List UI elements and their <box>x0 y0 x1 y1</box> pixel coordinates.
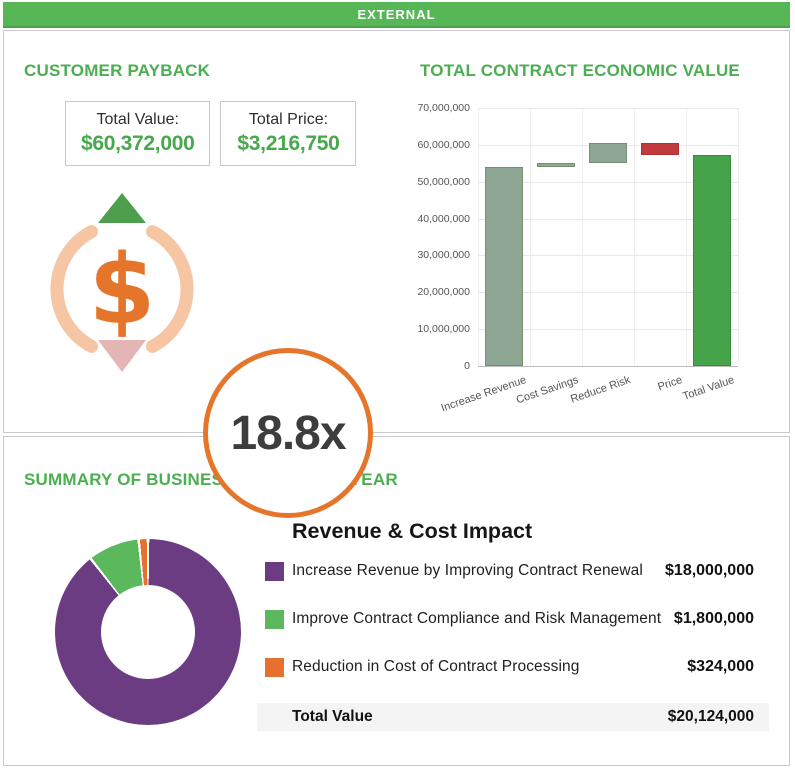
gridline-horizontal <box>478 329 738 331</box>
donut-hole <box>101 585 195 679</box>
header-bar: EXTERNAL <box>3 2 790 28</box>
dollar-icon: $ <box>89 234 156 346</box>
total-value-stat: Total Value: $60,372,000 <box>65 101 211 166</box>
y-axis-tick-label: 40,000,000 <box>417 212 470 225</box>
total-row-value: $20,124,000 <box>667 708 754 725</box>
waterfall-bar-price <box>641 143 679 156</box>
y-axis-tick-label: 20,000,000 <box>417 286 470 299</box>
waterfall-bar-reduce-risk <box>589 143 627 164</box>
payback-cycle-icon: $ <box>50 193 194 372</box>
total-price-label: Total Price: <box>248 111 329 128</box>
cycle-arc-right-icon <box>146 225 194 353</box>
economic-value-title: TOTAL CONTRACT ECONOMIC VALUE <box>420 61 740 80</box>
gridline-vertical <box>530 108 531 366</box>
arrow-up-icon <box>98 193 146 223</box>
gridline-vertical <box>478 108 479 366</box>
gridline-vertical <box>634 108 635 366</box>
legend-value: $1,800,000 <box>673 610 754 627</box>
waterfall-chart: 0 10,000,000 20,000,000 30,000,000 40,000,00… <box>414 101 789 431</box>
cycle-arc-left-icon <box>50 225 98 353</box>
legend-label: Improve Contract Compliance and Risk Man… <box>292 610 662 627</box>
customer-payback-title: CUSTOMER PAYBACK <box>24 61 211 80</box>
top-card: CUSTOMER PAYBACK Total Value: $60,372,00… <box>3 30 790 518</box>
multiplier-badge: 18.8x <box>203 348 373 518</box>
gridline-vertical <box>738 108 739 366</box>
y-axis-tick-label: 30,000,000 <box>417 249 470 262</box>
waterfall-bar-total-value <box>693 155 731 366</box>
y-axis-tick-label: 0 <box>464 360 470 372</box>
orange-swatch-icon <box>265 657 284 677</box>
waterfall-bar-increase-revenue <box>485 166 523 366</box>
purple-swatch-icon <box>265 561 284 581</box>
impact-legend: Revenue & Cost Impact Increase Revenue b… <box>257 515 769 731</box>
legend-value: $324,000 <box>687 658 754 675</box>
total-row-label: Total Value <box>292 708 373 725</box>
legend-item-cost-reduction: Reduction in Cost of Contract Processing… <box>257 643 769 691</box>
legend-title: Revenue & Cost Impact <box>292 519 533 543</box>
legend-value: $18,000,000 <box>665 562 754 579</box>
green-swatch-icon <box>265 609 284 629</box>
y-axis-tick-label: 60,000,000 <box>417 138 470 151</box>
donut-chart <box>55 539 241 725</box>
header-title: EXTERNAL <box>357 6 436 22</box>
gridline-horizontal <box>478 108 738 109</box>
legend-label: Increase Revenue by Improving Contract R… <box>292 562 643 579</box>
gridline-horizontal <box>478 181 738 183</box>
legend-item-compliance: Improve Contract Compliance and Risk Man… <box>257 595 769 643</box>
multiplier-value: 18.8x <box>230 406 346 460</box>
waterfall-bar-cost-savings <box>537 163 575 167</box>
gridline-horizontal <box>478 366 738 367</box>
legend-item-increase-revenue: Increase Revenue by Improving Contract R… <box>257 547 769 595</box>
payback-stats: Total Value: $60,372,000 Total Price: $3… <box>65 101 357 166</box>
gridline-vertical <box>582 108 583 366</box>
arrow-down-icon <box>98 340 146 372</box>
payback-graphic: $ 18.8x <box>34 181 374 518</box>
gridline-horizontal <box>478 218 738 220</box>
total-price-stat: Total Price: $3,216,750 <box>220 101 357 166</box>
y-axis-tick-label: 10,000,000 <box>417 323 470 336</box>
legend-label: Reduction in Cost of Contract Processing <box>292 658 580 675</box>
gridline-horizontal <box>478 292 738 294</box>
total-price-amount: $3,216,750 <box>237 132 340 155</box>
gridline-horizontal <box>478 255 738 257</box>
bottom-card: SUMMARY OF BUSINESS IMPACT PER YEAR Reve… <box>3 436 790 766</box>
total-row: Total Value $20,124,000 <box>257 703 769 731</box>
y-axis-tick-label: 70,000,000 <box>417 102 470 114</box>
total-value-amount: $60,372,000 <box>81 132 195 155</box>
total-value-label: Total Value: <box>96 111 179 128</box>
y-axis-tick-label: 50,000,000 <box>417 175 470 188</box>
gridline-vertical <box>686 108 687 366</box>
